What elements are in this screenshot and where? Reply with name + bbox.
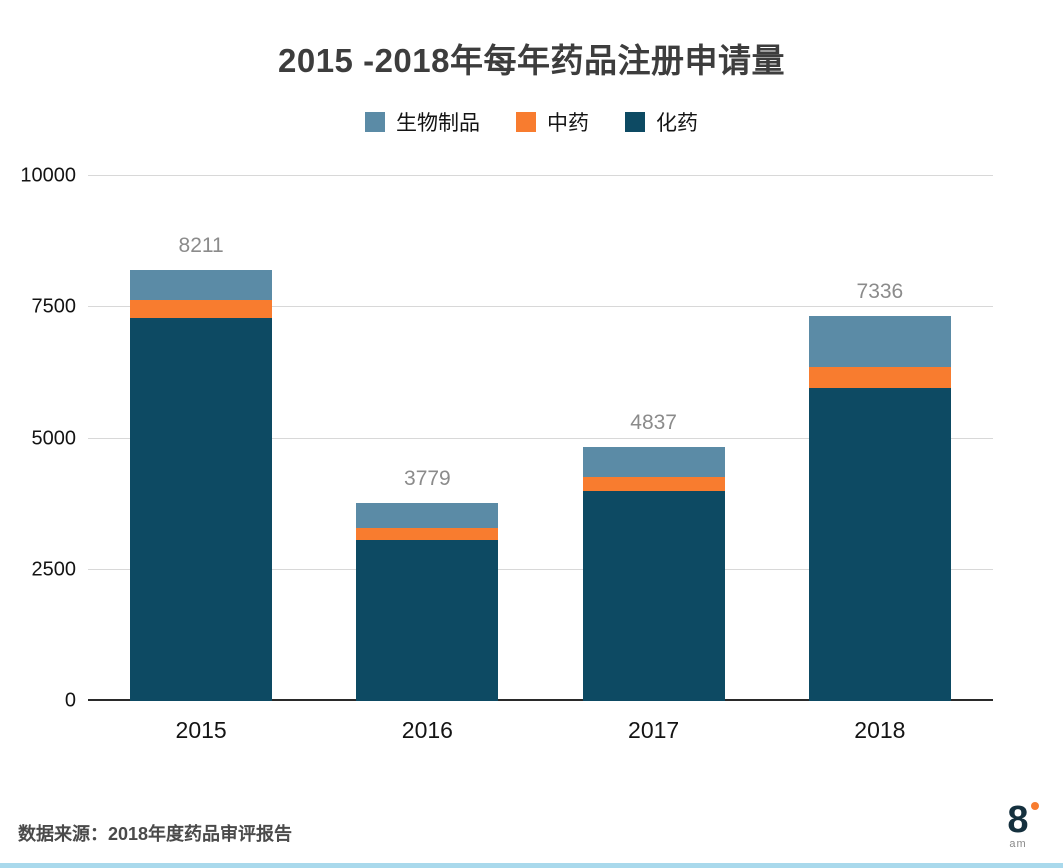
logo-number: 8 bbox=[1007, 799, 1039, 841]
gridline bbox=[88, 306, 993, 308]
bar-segment-中药 bbox=[582, 476, 725, 491]
source-note: 数据来源：2018年度药品审评报告 bbox=[18, 824, 293, 844]
bar-segment-中药 bbox=[808, 366, 951, 388]
bar-stack bbox=[582, 176, 725, 701]
bar-group-2015: 8211 bbox=[88, 176, 314, 701]
chart: 0 2500 5000 7500 10000 8211 3779 4837 7336 bbox=[0, 165, 993, 712]
bar-stack bbox=[130, 176, 273, 701]
bar-segment-化药 bbox=[808, 388, 951, 701]
x-tick-label: 2016 bbox=[401, 717, 453, 743]
bar-segment-中药 bbox=[130, 299, 273, 318]
gridline bbox=[88, 437, 993, 439]
x-tick-label: 2017 bbox=[628, 717, 680, 743]
y-tick-label: 0 bbox=[64, 689, 76, 712]
legend-item-中药: 中药 bbox=[516, 107, 589, 137]
bar-segment-中药 bbox=[356, 527, 499, 540]
bar-stack bbox=[808, 176, 951, 701]
bar-total-label: 7336 bbox=[856, 279, 904, 303]
logo-dot-icon bbox=[1030, 802, 1039, 810]
bar-segment-化药 bbox=[356, 539, 499, 701]
legend-label: 中药 bbox=[547, 112, 589, 135]
bar-segment-生物制品 bbox=[808, 315, 951, 367]
plot-area: 8211 3779 4837 7336 bbox=[88, 175, 993, 701]
bottom-accent-strip bbox=[0, 863, 1063, 868]
chart-page: 2015 -2018年每年药品注册申请量 生物制品 中药 化药 0 2500 5000 7… bbox=[0, 34, 1063, 868]
legend-swatch-icon bbox=[365, 112, 385, 132]
bar-total-label: 8211 bbox=[178, 233, 224, 257]
bar-segment-化药 bbox=[582, 491, 725, 701]
x-tick-label: 2015 bbox=[175, 717, 227, 743]
x-axis-labels: 2015 2016 2017 2018 bbox=[88, 717, 993, 744]
bar-group-2017: 4837 bbox=[541, 176, 767, 701]
y-tick-label: 10000 bbox=[20, 164, 76, 187]
legend-swatch-icon bbox=[516, 112, 536, 132]
gridline bbox=[88, 699, 993, 701]
legend-label: 生物制品 bbox=[396, 112, 480, 135]
legend-item-生物制品: 生物制品 bbox=[365, 107, 480, 137]
y-tick-label: 2500 bbox=[31, 558, 77, 581]
legend-label: 化药 bbox=[656, 112, 698, 135]
logo-number-text: 8 bbox=[1007, 799, 1029, 841]
bar-stack bbox=[356, 176, 499, 701]
brand-logo: 8 am bbox=[993, 801, 1043, 850]
y-tick-label: 7500 bbox=[31, 295, 77, 318]
legend: 生物制品 中药 化药 bbox=[0, 108, 1063, 136]
x-tick-label: 2018 bbox=[854, 717, 906, 743]
y-axis-labels: 0 2500 5000 7500 10000 bbox=[0, 165, 88, 712]
bar-segment-生物制品 bbox=[356, 502, 499, 528]
bar-group-2018: 7336 bbox=[767, 176, 993, 701]
bar-segment-化药 bbox=[130, 317, 273, 701]
legend-swatch-icon bbox=[625, 112, 645, 132]
bar-segment-生物制品 bbox=[130, 269, 273, 300]
bar-total-label: 4837 bbox=[630, 411, 677, 435]
gridline bbox=[88, 568, 993, 570]
gridline bbox=[88, 175, 993, 176]
y-tick-label: 5000 bbox=[31, 427, 77, 449]
bar-group-2016: 3779 bbox=[314, 176, 540, 701]
chart-title: 2015 -2018年每年药品注册申请量 bbox=[278, 42, 785, 79]
bar-segment-生物制品 bbox=[582, 447, 725, 477]
legend-item-化药: 化药 bbox=[625, 107, 698, 137]
bar-total-label: 3779 bbox=[404, 466, 451, 490]
